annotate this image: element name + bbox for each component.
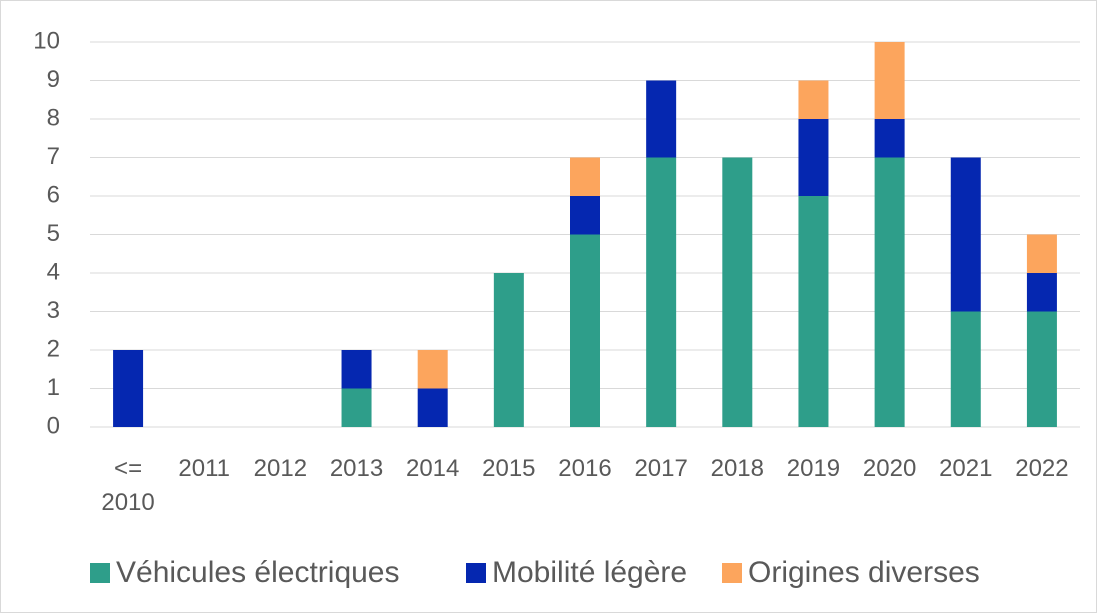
y-tick-label: 4: [47, 258, 60, 285]
legend-swatch: [466, 563, 486, 583]
bar-segment: [493, 273, 524, 427]
legend-swatch: [722, 563, 742, 583]
legend-item: Mobilité légère: [466, 556, 687, 590]
y-tick-label: 6: [47, 181, 60, 208]
bar-segment: [341, 350, 372, 389]
bar-segment: [798, 119, 829, 196]
bar-segment: [646, 157, 677, 427]
x-tick-label: 2013: [329, 455, 384, 482]
y-tick-label: 9: [47, 66, 60, 93]
bar-segment: [646, 80, 677, 158]
y-tick-label: 2: [47, 335, 60, 362]
y-tick-label: 10: [33, 27, 60, 54]
x-tick-label: 2021: [939, 455, 993, 482]
bar-segment: [113, 350, 144, 427]
bar-segment: [798, 80, 829, 119]
legend-label: Mobilité légère: [492, 556, 688, 589]
legend-item: Véhicules électriques: [90, 556, 400, 590]
bar-segment: [722, 157, 753, 427]
bar-segment: [798, 196, 829, 427]
bar-segment: [950, 311, 981, 427]
legend-item: Origines diverses: [722, 556, 980, 590]
bar-segment: [570, 196, 600, 235]
bar-segment: [1026, 311, 1057, 427]
bar-segment: [950, 157, 981, 312]
x-tick-label: 2018: [710, 455, 764, 482]
y-tick-label: 0: [47, 412, 60, 439]
y-tick-label: 8: [47, 104, 60, 131]
x-tick-label: 2012: [253, 455, 308, 482]
bar-segment: [570, 157, 600, 196]
x-tick-label: 2015: [482, 455, 536, 482]
bar-segment: [874, 119, 905, 158]
x-tick-label: <= 2010: [101, 455, 155, 516]
bar-segment: [341, 388, 372, 427]
x-tick-label: 2016: [558, 455, 612, 482]
bar-segment: [417, 388, 448, 427]
legend-swatch: [90, 563, 110, 583]
bar-segment: [874, 42, 905, 119]
y-tick-label: 3: [47, 297, 60, 324]
y-tick-label: 7: [47, 143, 60, 170]
x-tick-label: 2011: [178, 455, 231, 482]
x-tick-label: 2017: [634, 455, 688, 482]
x-tick-label: 2014: [405, 455, 460, 482]
bar-segment: [417, 350, 448, 389]
x-tick-label: 2022: [1015, 455, 1069, 482]
bar-segment: [1026, 234, 1057, 273]
y-tick-label: 5: [47, 220, 60, 247]
bar-segment: [874, 157, 905, 427]
x-tick-label: 2020: [862, 455, 917, 482]
legend-label: Origines diverses: [748, 556, 980, 589]
x-tick-label: 2019: [786, 455, 841, 482]
bar-segment: [570, 234, 600, 427]
bar-segment: [1026, 273, 1057, 312]
legend-label: Véhicules électriques: [116, 556, 400, 589]
y-tick-label: 1: [47, 374, 60, 401]
